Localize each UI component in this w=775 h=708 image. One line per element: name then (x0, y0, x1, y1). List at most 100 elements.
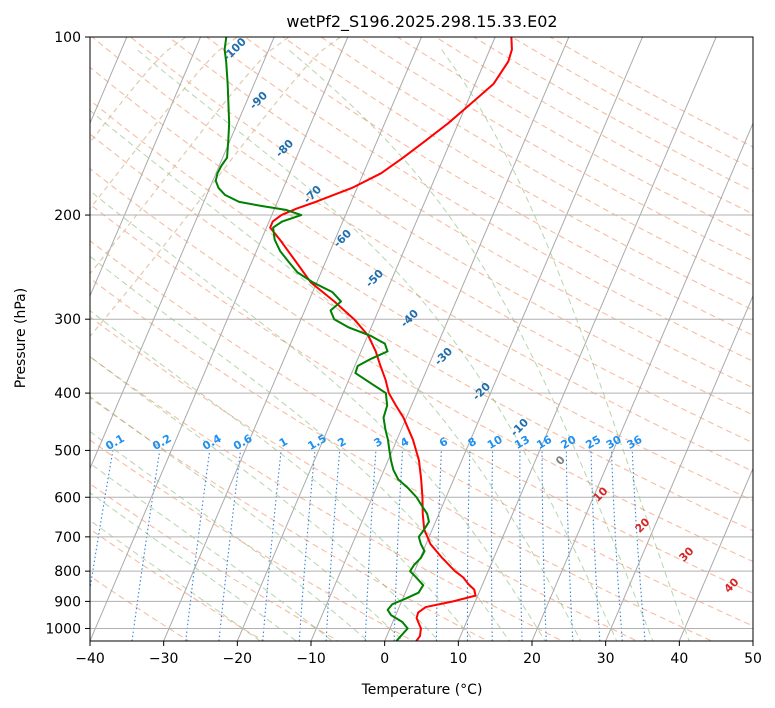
adiabat-label: -30 (432, 345, 455, 368)
mixing-ratio-line (90, 450, 114, 593)
y-tick-label: 200 (54, 208, 81, 224)
mixing-ratio-label: 25 (583, 433, 603, 452)
y-tick-label: 900 (54, 594, 81, 610)
dry-adiabat (282, 37, 753, 311)
dry-adiabat (320, 37, 753, 286)
x-tick-label: 40 (670, 651, 688, 667)
x-tick-label: −40 (75, 651, 105, 667)
moist-adiabat (90, 492, 298, 641)
mixing-ratio-line (565, 450, 574, 641)
x-tick-label: 10 (449, 651, 467, 667)
isotherm (605, 294, 753, 641)
mixing-ratio-line (610, 450, 623, 641)
mixing-ratio-label: 36 (625, 433, 645, 452)
dry-adiabat (90, 168, 753, 563)
moist-adiabat (90, 395, 404, 641)
adiabat-label: -60 (331, 227, 354, 250)
y-axis-label: Pressure (hPa) (13, 288, 29, 388)
mixing-ratio-label: 0.4 (200, 432, 224, 453)
dewpoint-line (214, 37, 430, 641)
mixing-ratio-label: 0.1 (103, 432, 126, 453)
reference-arc (90, 37, 341, 338)
moist-adiabat (90, 109, 582, 641)
background-lines (90, 37, 753, 641)
y-tick-label: 500 (54, 443, 81, 459)
dry-adiabat (511, 37, 753, 170)
moist-adiabat (90, 430, 369, 641)
isotherm (752, 639, 753, 641)
profile-series (214, 37, 513, 641)
adiabat-label: -40 (398, 307, 421, 330)
mixing-ratio-line (491, 450, 494, 641)
mixing-ratio-line (218, 450, 242, 641)
temperature-line (269, 37, 513, 641)
moist-adiabat (90, 190, 546, 641)
mixing-ratio-label: 0.2 (150, 432, 173, 453)
reference-arc (90, 37, 238, 210)
chart-title: wetPf2_S196.2025.298.15.33.E02 (286, 12, 557, 32)
adiabat-label: -20 (470, 380, 493, 403)
mixing-ratio-label: 20 (559, 433, 579, 452)
isotherm (457, 37, 717, 641)
adiabat-label: 30 (677, 544, 697, 564)
dry-adiabat (435, 37, 753, 215)
mixing-ratio-line (541, 450, 547, 641)
moist-adiabat (90, 255, 510, 641)
x-tick-label: −30 (149, 651, 179, 667)
dry-adiabat (90, 66, 753, 472)
isotherm (163, 37, 422, 641)
dry-adiabat (90, 397, 489, 641)
dry-adiabat (90, 355, 564, 641)
moist-adiabat (441, 49, 690, 641)
x-tick-label: 50 (744, 651, 762, 667)
y-tick-label: 1000 (45, 621, 81, 637)
y-tick-label: 300 (54, 312, 81, 328)
dry-adiabat (90, 203, 753, 594)
dry-adiabat (90, 439, 415, 641)
adiabat-label: 10 (591, 484, 611, 504)
moist-adiabat (136, 49, 618, 641)
dry-adiabat (168, 37, 753, 389)
moist-adiabat (90, 310, 475, 641)
mixing-ratio-label: 4 (398, 435, 411, 450)
isotherm (90, 37, 349, 641)
moist-adiabat (90, 462, 333, 641)
mixing-ratio-label: 6 (437, 435, 450, 450)
reference-arc (90, 37, 187, 144)
isotherm (90, 37, 275, 470)
dry-adiabat (206, 37, 753, 362)
dry-adiabat (473, 37, 753, 192)
mixing-ratio-line (131, 450, 161, 641)
mixing-ratio-line (519, 450, 523, 641)
mixing-ratio-line (393, 450, 404, 641)
dry-adiabat (90, 99, 753, 502)
mixing-ratio-line (185, 450, 211, 641)
reference-arc (90, 37, 290, 275)
plot-frame (89, 36, 754, 642)
mixing-ratio-label: 30 (604, 433, 624, 452)
mixing-ratio-line (325, 450, 341, 641)
adiabat-label: -50 (363, 267, 386, 290)
y-tick-label: 700 (54, 530, 81, 546)
moist-adiabat (90, 519, 262, 641)
mixing-ratio-line (364, 450, 377, 641)
mixing-ratio-line (631, 450, 646, 641)
mixing-ratio-line (466, 450, 471, 641)
dry-adiabat (130, 37, 753, 416)
moist-adiabat (288, 49, 654, 641)
dry-adiabat (244, 37, 753, 336)
x-axis-label: Temperature (°C) (361, 682, 483, 698)
mixing-ratio-line (590, 450, 601, 641)
dry-adiabat (90, 240, 753, 627)
x-tick-label: 20 (523, 651, 541, 667)
mixing-ratio-line (298, 450, 316, 641)
mixing-ratio-label: 1 (277, 435, 290, 450)
y-tick-label: 600 (54, 490, 81, 506)
isotherm (531, 122, 753, 641)
adiabat-label: 20 (633, 515, 653, 535)
dry-adiabat (90, 277, 714, 641)
dry-adiabat (90, 133, 753, 532)
isotherm (310, 37, 570, 641)
y-tick-label: 100 (54, 30, 81, 46)
